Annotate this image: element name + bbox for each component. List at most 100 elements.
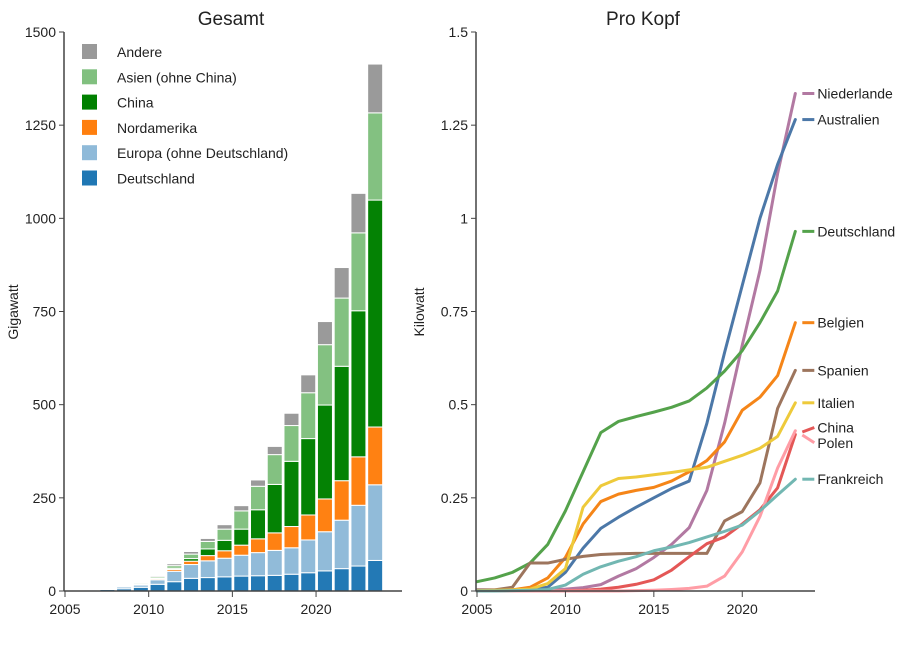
line-frankreich xyxy=(475,477,797,593)
pro-kopf-y-tick-label: 0 xyxy=(460,583,468,599)
bar-europa-ohne-deutschland-2012 xyxy=(183,564,200,579)
bar-andere-2020 xyxy=(316,321,333,346)
bar-deutschland-2011 xyxy=(166,581,183,592)
bar-deutschland-2015 xyxy=(233,575,250,592)
end-label-polen: Polen xyxy=(817,435,853,451)
bar-europa-ohne-deutschland-2015 xyxy=(233,554,250,577)
bar-andere-2017 xyxy=(266,445,283,456)
pro-kopf-y-tick-label: 1 xyxy=(460,210,468,226)
bar-nordamerika-2023 xyxy=(367,426,384,486)
bar-china-2014 xyxy=(216,539,233,552)
end-label-leader-polen xyxy=(801,433,816,445)
legend-swatch-nordamerika xyxy=(82,119,97,135)
gesamt-x-tick-label: 2005 xyxy=(49,601,80,617)
bar-deutschland-2018 xyxy=(283,573,300,592)
gesamt-title: Gesamt xyxy=(198,9,265,30)
bar-andere-2023 xyxy=(367,63,384,114)
bar-china-2013 xyxy=(199,548,216,557)
bar-andere-2014 xyxy=(216,524,233,530)
bar-nordamerika-2022 xyxy=(350,456,367,506)
legend-label-deutschland: Deutschland xyxy=(117,171,195,187)
end-label-niederlande: Niederlande xyxy=(817,85,893,101)
bar-deutschland-2019 xyxy=(300,572,317,592)
gesamt-x-tick-label: 2015 xyxy=(217,601,248,617)
end-label-deutschland: Deutschland xyxy=(817,223,895,239)
bar-europa-ohne-deutschland-2016 xyxy=(250,552,267,577)
bar-deutschland-2017 xyxy=(266,574,283,592)
gesamt-y-tick-label: 750 xyxy=(33,304,57,320)
bar-deutschland-2014 xyxy=(216,576,233,592)
pro-kopf-x-tick-label: 2010 xyxy=(550,601,581,617)
bar-europa-ohne-deutschland-2013 xyxy=(199,560,216,579)
bar-china-2017 xyxy=(266,483,283,534)
bar-andere-2009 xyxy=(132,582,149,584)
end-label-italien: Italien xyxy=(817,395,854,411)
pro-kopf-end-labels: Niederlande Australien Deutschland Belgien S… xyxy=(801,85,895,487)
bar-nordamerika-2012 xyxy=(183,560,200,566)
pro-kopf-x-tick-label: 2015 xyxy=(638,601,669,617)
gesamt-x-tick-label: 2010 xyxy=(133,601,164,617)
bar-deutschland-2023 xyxy=(367,559,384,592)
bar-deutschland-2022 xyxy=(350,565,367,592)
bar-europa-ohne-deutschland-2023 xyxy=(367,484,384,561)
bar-nordamerika-2015 xyxy=(233,544,250,556)
bar-china-2020 xyxy=(316,404,333,500)
bar-china-2019 xyxy=(300,438,317,516)
bar-asien-ohne-china-2019 xyxy=(300,392,317,440)
pro-kopf-panel: Pro Kopf Kilowatt 0 0.25 0.5 0.75 1 1.25 1.5 20… xyxy=(411,9,895,617)
bar-china-2022 xyxy=(350,310,367,458)
pro-kopf-y-tick-label: 0.5 xyxy=(449,397,469,413)
bar-andere-2010 xyxy=(149,575,166,578)
bar-andere-2015 xyxy=(233,505,250,512)
bar-andere-2019 xyxy=(300,374,317,394)
legend-label-nordamerika: Nordamerika xyxy=(117,120,197,136)
bar-nordamerika-2017 xyxy=(266,532,283,551)
bar-europa-ohne-deutschland-2020 xyxy=(316,531,333,572)
bar-europa-ohne-deutschland-2022 xyxy=(350,504,367,567)
legend-swatch-europa-ohne-deutschland xyxy=(82,145,97,161)
legend-label-china: China xyxy=(117,95,154,111)
bar-europa-ohne-deutschland-2014 xyxy=(216,557,233,578)
bar-asien-ohne-china-2016 xyxy=(250,485,267,511)
legend-swatch-deutschland xyxy=(82,170,97,186)
bar-deutschland-2013 xyxy=(199,577,216,592)
gesamt-y-tick-label: 1000 xyxy=(25,210,56,226)
gesamt-x-tick-label: 2020 xyxy=(300,601,331,617)
legend-label-andere: Andere xyxy=(117,44,162,60)
end-label-spanien: Spanien xyxy=(817,362,868,378)
gesamt-bars xyxy=(65,63,384,592)
end-label-frankreich: Frankreich xyxy=(817,471,883,487)
legend-swatch-andere xyxy=(82,44,97,59)
gesamt-panel: Gesamt Gigawatt 0 250 500 750 1000 1250 1500 20… xyxy=(5,9,402,617)
bar-andere-2011 xyxy=(166,563,183,567)
gesamt-y-tick-label: 1500 xyxy=(25,24,56,40)
pro-kopf-y-tick-label: 1.5 xyxy=(449,24,469,40)
bar-asien-ohne-china-2015 xyxy=(233,510,250,530)
bar-andere-2016 xyxy=(250,479,267,487)
pro-kopf-lines xyxy=(475,91,797,593)
pro-kopf-y-tick-label: 0.75 xyxy=(441,304,468,320)
bar-asien-ohne-china-2021 xyxy=(333,297,350,367)
end-label-australien: Australien xyxy=(817,112,879,128)
bar-asien-ohne-china-2022 xyxy=(350,232,367,312)
bar-europa-ohne-deutschland-2018 xyxy=(283,547,300,575)
bar-nordamerika-2019 xyxy=(300,514,317,541)
legend-swatch-asien-ohne-china xyxy=(82,69,97,85)
gesamt-y-tick-label: 500 xyxy=(33,397,57,413)
line-belgien xyxy=(475,321,797,593)
legend-label-europa-ohne-deutschland: Europa (ohne Deutschland) xyxy=(117,145,288,161)
bar-andere-2013 xyxy=(199,537,216,542)
bar-deutschland-2021 xyxy=(333,568,350,592)
bar-europa-ohne-deutschland-2017 xyxy=(266,549,283,576)
gesamt-y-tick-label: 0 xyxy=(48,583,56,599)
gesamt-legend: Andere Asien (ohne China) China Nordamerika… xyxy=(82,44,288,187)
bar-deutschland-2016 xyxy=(250,575,267,592)
bar-asien-ohne-china-2017 xyxy=(266,454,283,485)
bar-china-2015 xyxy=(233,528,250,546)
pro-kopf-y-axis-label: Kilowatt xyxy=(411,287,427,336)
bar-nordamerika-2018 xyxy=(283,526,300,549)
gesamt-y-tick-label: 1250 xyxy=(25,117,56,133)
end-label-china: China xyxy=(817,419,854,435)
bar-nordamerika-2020 xyxy=(316,498,333,533)
